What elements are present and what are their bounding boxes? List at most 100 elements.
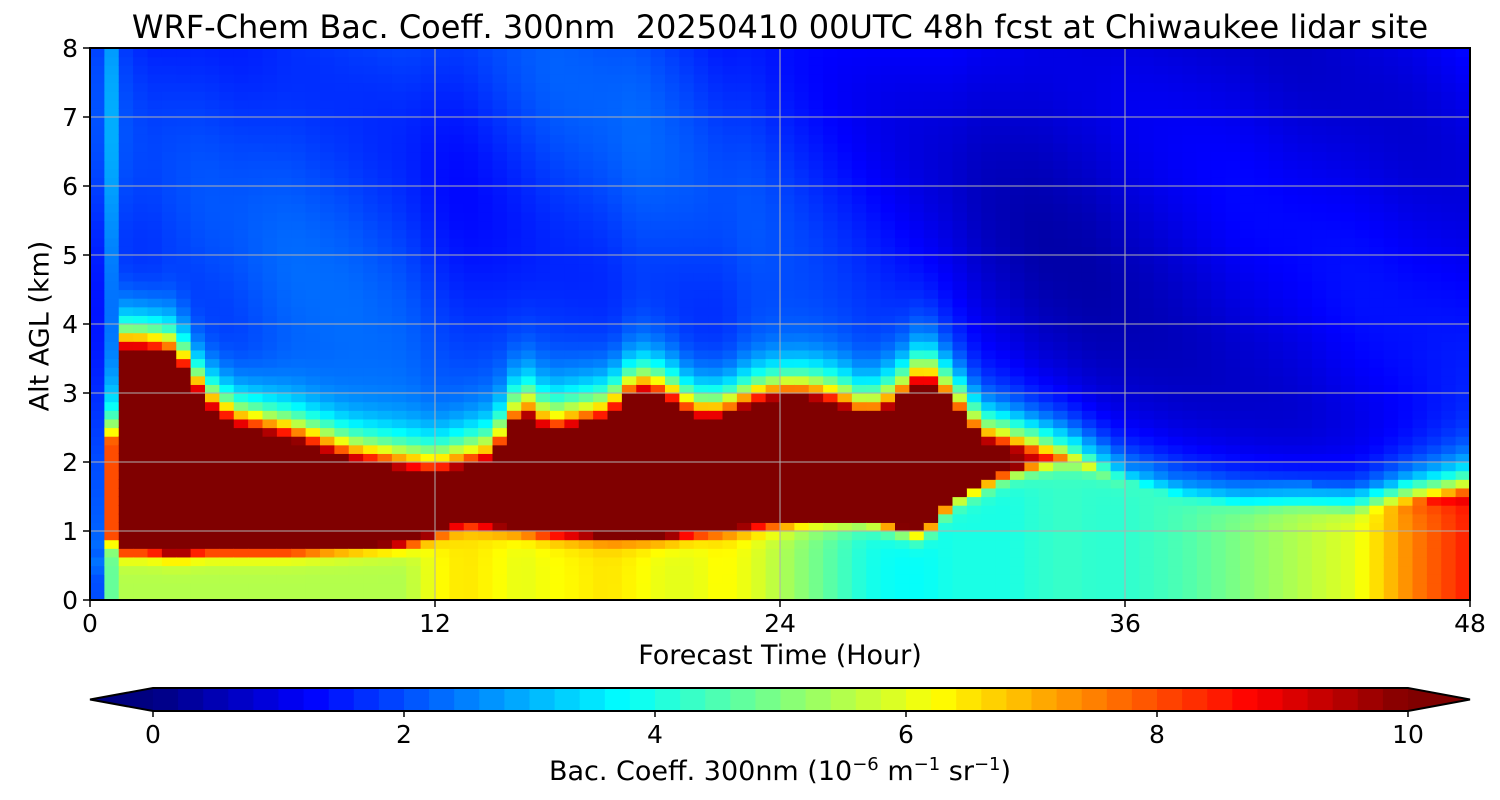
heatmap-cell: [794, 298, 810, 308]
heatmap-cell: [995, 505, 1011, 515]
heatmap-cell: [363, 332, 379, 342]
heatmap-cell: [866, 82, 882, 92]
heatmap-cell: [348, 418, 364, 429]
heatmap-cell: [506, 349, 522, 360]
heatmap-cell: [1168, 65, 1184, 75]
heatmap-cell: [995, 384, 1011, 394]
heatmap-cell: [1139, 229, 1155, 239]
heatmap-cell: [1010, 444, 1025, 454]
heatmap-cell: [621, 574, 637, 584]
heatmap-cell: [823, 531, 839, 541]
heatmap-cell: [377, 134, 393, 144]
heatmap-cell: [780, 246, 795, 256]
heatmap-cell: [995, 539, 1011, 549]
heatmap-cell: [161, 186, 177, 196]
heatmap-cell: [406, 410, 422, 420]
heatmap-cell: [851, 289, 867, 299]
heatmap-cell: [851, 496, 867, 506]
heatmap-cell: [923, 349, 939, 360]
heatmap-cell: [90, 186, 105, 196]
heatmap-cell: [621, 186, 637, 196]
heatmap-cell: [118, 505, 134, 515]
heatmap-cell: [1125, 384, 1140, 394]
heatmap-cell: [1067, 332, 1083, 342]
heatmap-cell: [1024, 401, 1040, 411]
heatmap-cell: [1168, 453, 1184, 463]
heatmap-cell: [161, 99, 177, 109]
heatmap-cell: [90, 134, 105, 144]
heatmap-cell: [938, 315, 954, 325]
heatmap-cell: [219, 160, 235, 170]
heatmap-cell: [650, 117, 666, 127]
heatmap-cell: [837, 410, 853, 420]
heatmap-cell: [363, 48, 379, 58]
heatmap-cell: [276, 324, 292, 334]
heatmap-cell: [1038, 56, 1054, 66]
heatmap-cell: [621, 142, 637, 153]
heatmap-cell: [377, 237, 393, 247]
heatmap-cell: [564, 548, 580, 558]
heatmap-cell: [665, 263, 680, 273]
heatmap-cell: [190, 513, 206, 523]
heatmap-cell: [147, 522, 163, 532]
heatmap-cell: [938, 427, 954, 437]
heatmap-cell: [909, 367, 925, 377]
heatmap-cell: [966, 142, 982, 153]
heatmap-cell: [363, 211, 379, 222]
heatmap-cell: [1125, 349, 1140, 360]
heatmap-cell: [995, 306, 1011, 316]
heatmap-cell: [161, 349, 177, 360]
heatmap-cell: [880, 462, 896, 472]
heatmap-cell: [995, 151, 1011, 161]
heatmap-cell: [780, 134, 795, 144]
heatmap-cell: [665, 436, 680, 446]
heatmap-cell: [291, 91, 307, 101]
heatmap-cell: [578, 56, 594, 66]
heatmap-cell: [377, 73, 393, 84]
heatmap-cell: [837, 513, 853, 523]
heatmap-cell: [305, 263, 321, 273]
heatmap-cell: [636, 418, 652, 429]
heatmap-cell: [1168, 186, 1184, 196]
heatmap-cell: [895, 125, 910, 135]
heatmap-cell: [463, 194, 479, 204]
heatmap-cell: [895, 513, 910, 523]
heatmap-cell: [851, 108, 867, 118]
heatmap-cell: [521, 393, 537, 403]
heatmap-cell: [377, 470, 393, 480]
heatmap-cell: [1024, 298, 1040, 308]
heatmap-cell: [780, 479, 795, 489]
heatmap-cell: [506, 56, 522, 66]
heatmap-cell: [348, 522, 364, 532]
heatmap-cell: [435, 134, 450, 144]
heatmap-cell: [593, 73, 609, 84]
heatmap-cell: [765, 522, 781, 532]
heatmap-cell: [1139, 531, 1155, 541]
heatmap-cell: [981, 444, 997, 454]
heatmap-cell: [837, 375, 853, 385]
heatmap-cell: [1125, 125, 1140, 135]
heatmap-cell: [118, 427, 134, 437]
heatmap-cell: [823, 168, 839, 178]
heatmap-cell: [823, 548, 839, 558]
heatmap-cell: [1168, 177, 1184, 187]
heatmap-cell: [276, 427, 292, 437]
heatmap-cell: [952, 462, 968, 472]
heatmap-cell: [1182, 462, 1198, 472]
heatmap-cell: [492, 410, 508, 420]
heatmap-cell: [320, 582, 335, 592]
heatmap-cell: [492, 332, 508, 342]
heatmap-cell: [147, 280, 163, 291]
heatmap-cell: [751, 56, 767, 66]
heatmap-cell: [1125, 539, 1140, 549]
heatmap-cell: [679, 177, 695, 187]
heatmap-cell: [205, 315, 220, 325]
heatmap-cell: [1168, 358, 1184, 368]
heatmap-cell: [1153, 125, 1169, 135]
heatmap-cell: [851, 246, 867, 256]
heatmap-cell: [564, 375, 580, 385]
heatmap-cell: [435, 470, 450, 480]
heatmap-cell: [995, 315, 1011, 325]
heatmap-cell: [391, 565, 407, 575]
heatmap-cell: [90, 151, 105, 161]
